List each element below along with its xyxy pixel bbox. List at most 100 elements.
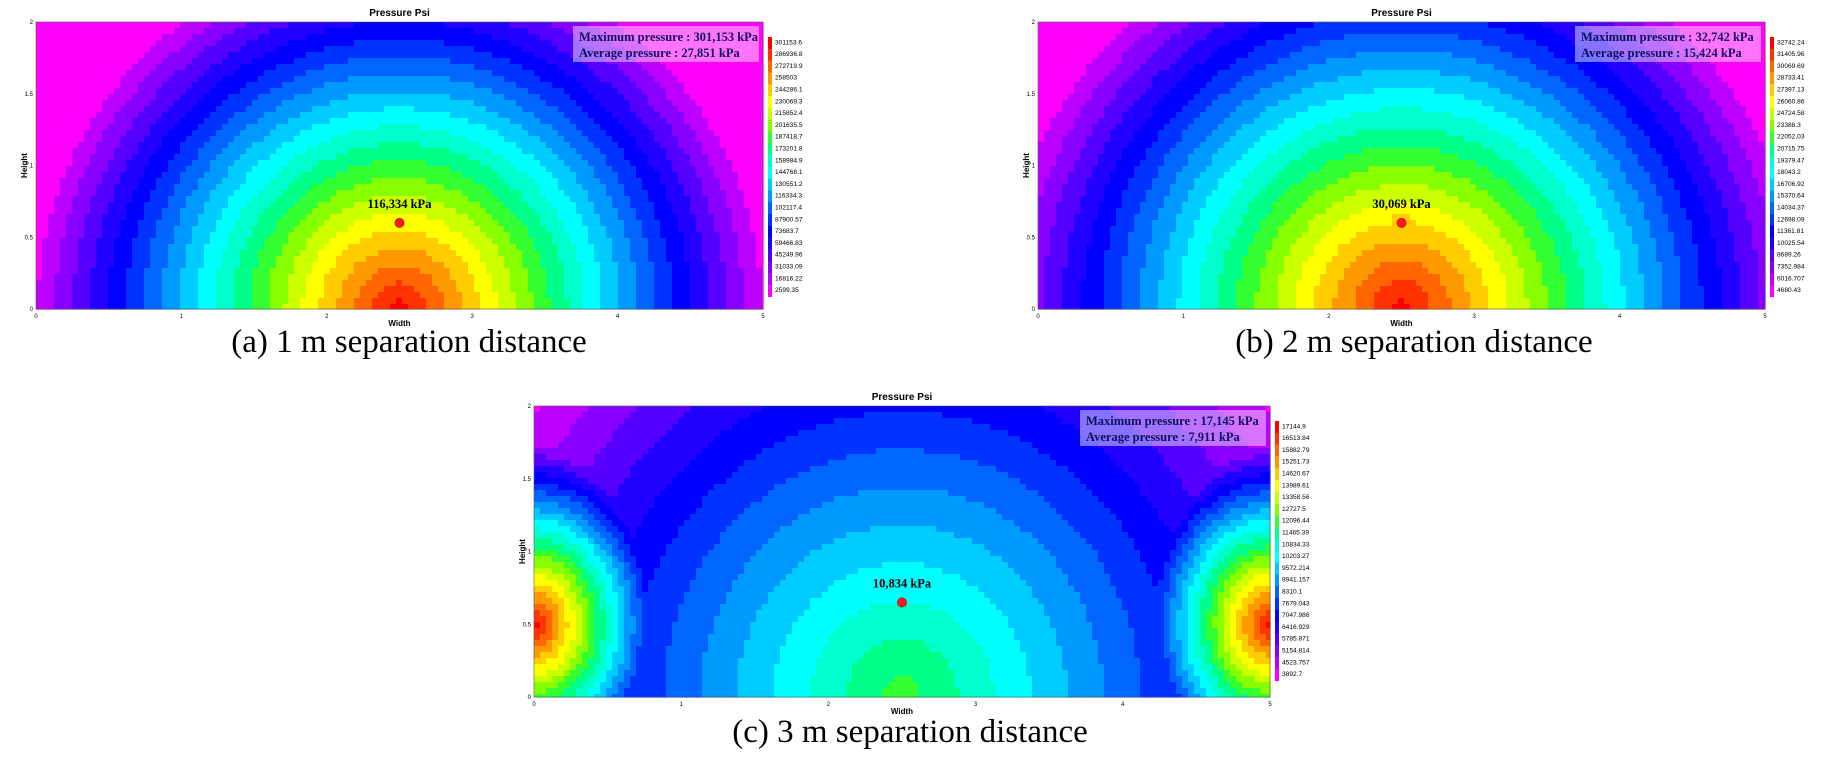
colorbar-swatch [768, 143, 772, 156]
x-tick-label: 2 [827, 702, 831, 708]
x-tick-label: 0 [1036, 314, 1040, 320]
x-tick-label: 5 [761, 314, 765, 320]
colorbar-swatch [768, 84, 772, 97]
x-axis-label: Width [1390, 319, 1412, 328]
colorbar-swatch [1770, 284, 1774, 298]
x-tick-label: 4 [1618, 314, 1622, 320]
colorbar: 17144.9 16513.84 15882.79 15251.73 14620.67 1… [1275, 421, 1310, 682]
colorbar-label: 187418.7 [775, 134, 803, 141]
colorbar-swatch [1770, 107, 1774, 121]
colorbar-swatch [1275, 550, 1279, 564]
colorbar-label: 286936.8 [775, 51, 803, 58]
colorbar-label: 27397.13 [1777, 87, 1805, 94]
x-tick-label: 1 [680, 702, 684, 708]
colorbar-label: 230069.3 [775, 98, 803, 105]
colorbar-label: 8689.26 [1777, 252, 1801, 259]
y-tick-label: 2 [1032, 20, 1036, 26]
colorbar-label: 17144.9 [1282, 423, 1306, 430]
colorbar-label: 258503 [775, 75, 797, 82]
colorbar-label: 11465.39 [1282, 530, 1309, 537]
colorbar-label: 8941.157 [1282, 577, 1310, 584]
colorbar-swatch [1275, 574, 1279, 587]
colorbar-label: 32742.24 [1777, 39, 1805, 46]
colorbar-label: 20715.75 [1777, 146, 1805, 153]
pressure-plot-b: Pressure Psi 0 1 2 3 4 5 0 0.5 1 1.5 2 Width Height 32… [1020, 4, 1816, 328]
colorbar-swatch [1275, 527, 1279, 540]
colorbar-swatch [1275, 645, 1279, 658]
colorbar-swatch [1275, 515, 1279, 528]
colorbar-label: 7679.043 [1282, 600, 1310, 607]
colorbar-swatch [1770, 48, 1774, 62]
y-tick-label: 0 [30, 307, 34, 313]
colorbar-label: 15882.79 [1282, 447, 1310, 454]
colorbar-swatch [1770, 214, 1774, 227]
colorbar-swatch [768, 107, 772, 121]
colorbar-swatch [768, 60, 772, 73]
colorbar-swatch [768, 37, 772, 50]
colorbar-label: 16816.22 [775, 275, 803, 282]
colorbar-swatch [1275, 432, 1279, 446]
x-tick-label: 5 [1763, 314, 1767, 320]
colorbar-label: 4523.757 [1282, 659, 1310, 666]
probe-pressure-label: 10,834 kPa [873, 576, 932, 590]
pressure-plot-c: Pressure Psi 0 1 2 3 4 5 0 0.5 1 1.5 2 Width Height 17… [516, 388, 1321, 716]
avg-pressure-label: Average pressure : 7,911 kPa [1086, 430, 1241, 444]
colorbar-label: 11361.81 [1777, 228, 1804, 235]
x-tick-label: 3 [974, 702, 978, 708]
x-tick-label: 1 [180, 314, 184, 320]
plot-frame [1037, 21, 1766, 310]
colorbar-label: 19379.47 [1777, 157, 1805, 164]
colorbar-label: 18043.2 [1777, 169, 1801, 176]
colorbar-swatch [1770, 60, 1774, 73]
max-pressure-label: Maximum pressure : 301,153 kPa [579, 30, 759, 44]
colorbar-label: 26060.86 [1777, 98, 1805, 105]
probe-pressure-label: 116,334 kPa [368, 197, 433, 211]
colorbar-swatch [768, 166, 772, 180]
colorbar-swatch [1770, 37, 1774, 50]
colorbar-swatch [768, 178, 772, 191]
colorbar-swatch [1275, 598, 1279, 611]
x-tick-label: 3 [471, 314, 475, 320]
y-tick-label: 1.5 [1027, 92, 1036, 98]
colorbar-swatch [768, 72, 772, 85]
colorbar-label: 6016.707 [1777, 275, 1805, 282]
x-tick-label: 3 [1473, 314, 1477, 320]
colorbar-swatch [768, 237, 772, 250]
colorbar-label: 2599.35 [775, 287, 799, 294]
x-tick-label: 2 [1327, 314, 1331, 320]
max-pressure-label: Maximum pressure : 17,145 kPa [1086, 414, 1260, 428]
colorbar-swatch [768, 96, 772, 109]
colorbar-label: 3892.7 [1282, 671, 1303, 678]
colorbar-swatch [1275, 539, 1279, 552]
x-tick-label: 0 [532, 702, 536, 708]
colorbar-label: 87900.57 [775, 216, 803, 223]
colorbar-label: 5154.814 [1282, 648, 1310, 655]
colorbar-swatch [768, 249, 772, 262]
colorbar-swatch [1770, 178, 1774, 191]
y-tick-label: 1.5 [523, 477, 532, 483]
colorbar-label: 12096.44 [1282, 518, 1310, 525]
colorbar-label: 301153.6 [775, 39, 802, 46]
colorbar-label: 116334.3 [775, 193, 802, 200]
colorbar-swatch [1770, 166, 1774, 180]
avg-pressure-label: Average pressure : 15,424 kPa [1581, 46, 1742, 60]
colorbar-label: 244286.1 [775, 87, 803, 94]
colorbar-swatch [768, 214, 772, 227]
colorbar-label: 59466.83 [775, 240, 803, 247]
x-tick-label: 1 [1182, 314, 1186, 320]
colorbar-label: 10203.27 [1282, 553, 1310, 560]
plot-title: Pressure Psi [872, 392, 933, 403]
colorbar-swatch [1275, 621, 1279, 634]
colorbar-swatch [1770, 202, 1774, 215]
colorbar-label: 7352.984 [1777, 264, 1805, 271]
y-tick-label: 0 [528, 695, 532, 701]
avg-pressure-label: Average pressure : 27,851 kPa [579, 46, 740, 60]
colorbar-label: 23388.3 [1777, 122, 1801, 129]
colorbar-swatch [1770, 119, 1774, 132]
colorbar-swatch [1770, 84, 1774, 97]
probe-point [897, 597, 907, 608]
plot-title: Pressure Psi [1371, 8, 1432, 19]
max-pressure-label: Maximum pressure : 32,742 kPa [1581, 30, 1755, 44]
plot-frame [533, 405, 1271, 698]
colorbar-swatch [1275, 562, 1279, 575]
